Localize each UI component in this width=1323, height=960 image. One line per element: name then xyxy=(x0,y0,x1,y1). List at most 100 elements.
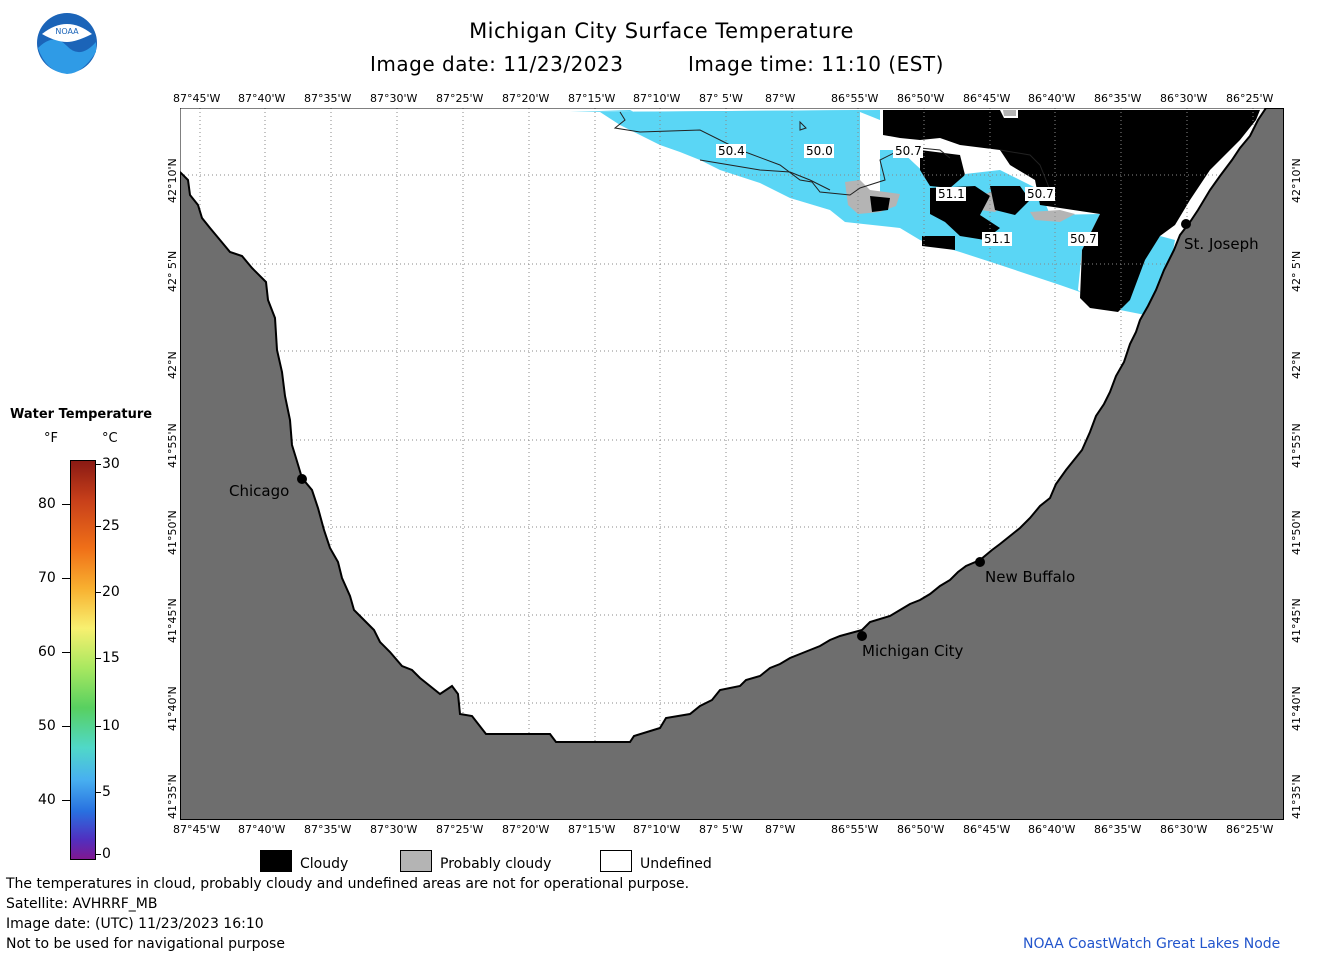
legend-label-cloudy: Cloudy xyxy=(300,856,349,872)
colorbar-c-tick: 25 xyxy=(102,518,120,534)
colorbar-c-tick: 0 xyxy=(102,846,111,862)
colorbar-c-tick: 10 xyxy=(102,718,120,734)
lat-label: 41°55'N xyxy=(166,423,179,468)
water-temp-area xyxy=(570,110,1175,316)
lon-label-bottom: 87°40'W xyxy=(238,823,286,836)
lat-label: 42°10'N xyxy=(1290,158,1303,203)
lon-label-top: 86°40'W xyxy=(1028,92,1076,105)
lat-label: 41°55'N xyxy=(1290,423,1303,468)
lon-label-bottom: 87°35'W xyxy=(304,823,352,836)
lon-label-top: 87°45'W xyxy=(173,92,221,105)
temp-label: 51.1 xyxy=(938,187,965,201)
footer-satellite: Satellite: AVHRRF_MB xyxy=(6,896,158,912)
lon-label-top: 86°55'W xyxy=(831,92,879,105)
lon-label-bottom: 87° 5'W xyxy=(699,823,743,836)
city-dot-chicago xyxy=(297,474,307,484)
lat-label: 42° 5'N xyxy=(1290,250,1303,292)
noaa-logo: NOAA xyxy=(36,12,98,74)
image-date: Image date: 11/23/2023 xyxy=(370,52,624,76)
lon-label-top: 87°20'W xyxy=(502,92,550,105)
colorbar-c-tick: 30 xyxy=(102,456,120,472)
lon-label-top: 86°30'W xyxy=(1160,92,1208,105)
legend-label-undefined: Undefined xyxy=(640,856,712,872)
legend-swatch-undefined xyxy=(600,850,632,872)
legend-label-probably-cloudy: Probably cloudy xyxy=(440,856,552,872)
lat-label: 42° 5'N xyxy=(166,250,179,292)
lon-label-bottom: 87°15'W xyxy=(568,823,616,836)
temp-label: 51.1 xyxy=(984,232,1011,246)
temp-label: 50.7 xyxy=(1027,187,1054,201)
lon-label-bottom: 86°30'W xyxy=(1160,823,1208,836)
lon-label-top: 87°40'W xyxy=(238,92,286,105)
footer-utc-date: Image date: (UTC) 11/23/2023 16:10 xyxy=(6,916,264,932)
lon-label-bottom: 87°10'W xyxy=(633,823,681,836)
lat-label: 41°45'N xyxy=(1290,598,1303,643)
legend-swatch-probably-cloudy xyxy=(400,850,432,872)
lon-label-bottom: 86°45'W xyxy=(963,823,1011,836)
colorbar-c-tickmark xyxy=(95,854,101,855)
lat-label: 41°50'N xyxy=(1290,510,1303,555)
lat-label: 41°50'N xyxy=(166,510,179,555)
colorbar-f-tick: 70 xyxy=(38,570,56,586)
lon-label-top: 87°35'W xyxy=(304,92,352,105)
colorbar-f-tickmark xyxy=(62,504,70,505)
logo-text: NOAA xyxy=(55,27,79,36)
lat-label: 42°10'N xyxy=(166,158,179,203)
temp-label: 50.0 xyxy=(806,144,833,158)
colorbar xyxy=(70,460,96,860)
lon-label-bottom: 87°W xyxy=(765,823,796,836)
city-dot-new-buffalo xyxy=(975,557,985,567)
lon-label-bottom: 86°50'W xyxy=(897,823,945,836)
lon-label-top: 87°25'W xyxy=(436,92,484,105)
lon-label-bottom: 86°35'W xyxy=(1094,823,1142,836)
colorbar-c-tickmark xyxy=(95,792,101,793)
lon-label-top: 87°W xyxy=(765,92,796,105)
city-label-michigan-city: Michigan City xyxy=(862,642,964,660)
lon-label-bottom: 87°45'W xyxy=(173,823,221,836)
lat-label: 41°45'N xyxy=(166,598,179,643)
lat-label: 41°35'N xyxy=(166,774,179,819)
colorbar-c-tickmark xyxy=(95,726,101,727)
colorbar-c-tickmark xyxy=(95,658,101,659)
lon-label-bottom: 86°40'W xyxy=(1028,823,1076,836)
lon-label-top: 87°10'W xyxy=(633,92,681,105)
colorbar-title: Water Temperature xyxy=(10,407,153,422)
lat-label: 41°35'N xyxy=(1290,774,1303,819)
lon-label-bottom: 87°25'W xyxy=(436,823,484,836)
colorbar-f-tickmark xyxy=(62,578,70,579)
city-dot-michigan-city xyxy=(857,631,867,641)
temp-label: 50.4 xyxy=(718,144,745,158)
city-label-st-joseph: St. Joseph xyxy=(1184,235,1259,253)
image-time: Image time: 11:10 (EST) xyxy=(688,52,944,76)
colorbar-f-tick: 80 xyxy=(38,496,56,512)
footer-disclaimer: The temperatures in cloud, probably clou… xyxy=(6,876,690,892)
lon-label-top: 86°50'W xyxy=(897,92,945,105)
colorbar-unit-c: °C xyxy=(102,431,118,446)
colorbar-unit-f: °F xyxy=(44,431,58,446)
lon-label-top: 87°15'W xyxy=(568,92,616,105)
land-west-south xyxy=(180,108,1284,820)
lat-label: 41°40'N xyxy=(1290,686,1303,731)
colorbar-c-tickmark xyxy=(95,526,101,527)
lon-label-bottom: 86°25'W xyxy=(1226,823,1274,836)
map-panel: 50.4 50.0 50.7 51.1 50.7 51.1 50.7 xyxy=(180,108,1284,820)
city-dot-st-joseph xyxy=(1181,219,1191,229)
lon-label-top: 86°35'W xyxy=(1094,92,1142,105)
colorbar-f-tick: 50 xyxy=(38,718,56,734)
map-title: Michigan City Surface Temperature xyxy=(469,19,854,43)
lat-label: 41°40'N xyxy=(166,686,179,731)
colorbar-c-tickmark xyxy=(95,464,101,465)
footer-nav-warning: Not to be used for navigational purpose xyxy=(6,936,285,952)
lon-label-bottom: 87°30'W xyxy=(370,823,418,836)
lat-label: 42°N xyxy=(1290,351,1303,379)
colorbar-f-tick: 40 xyxy=(38,792,56,808)
lon-label-top: 86°45'W xyxy=(963,92,1011,105)
lon-label-top: 86°25'W xyxy=(1226,92,1274,105)
colorbar-f-tick: 60 xyxy=(38,644,56,660)
lon-label-top: 87°30'W xyxy=(370,92,418,105)
colorbar-f-tickmark xyxy=(62,800,70,801)
city-label-new-buffalo: New Buffalo xyxy=(985,568,1076,586)
colorbar-f-tickmark xyxy=(62,652,70,653)
colorbar-c-tick: 15 xyxy=(102,650,120,666)
legend-swatch-cloudy xyxy=(260,850,292,872)
